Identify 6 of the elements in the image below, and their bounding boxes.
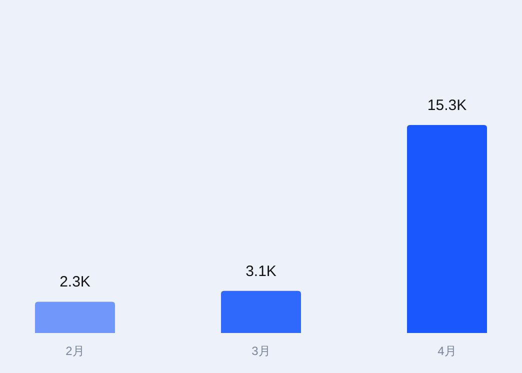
- x-tick-label: 4月: [438, 344, 456, 358]
- x-tick-label: 3月: [252, 344, 270, 358]
- data-label: 2.3K: [60, 274, 90, 291]
- data-label: 3.1K: [246, 262, 276, 280]
- x-tick-label: 2月: [66, 344, 84, 358]
- data-label: 15.3K: [427, 97, 467, 114]
